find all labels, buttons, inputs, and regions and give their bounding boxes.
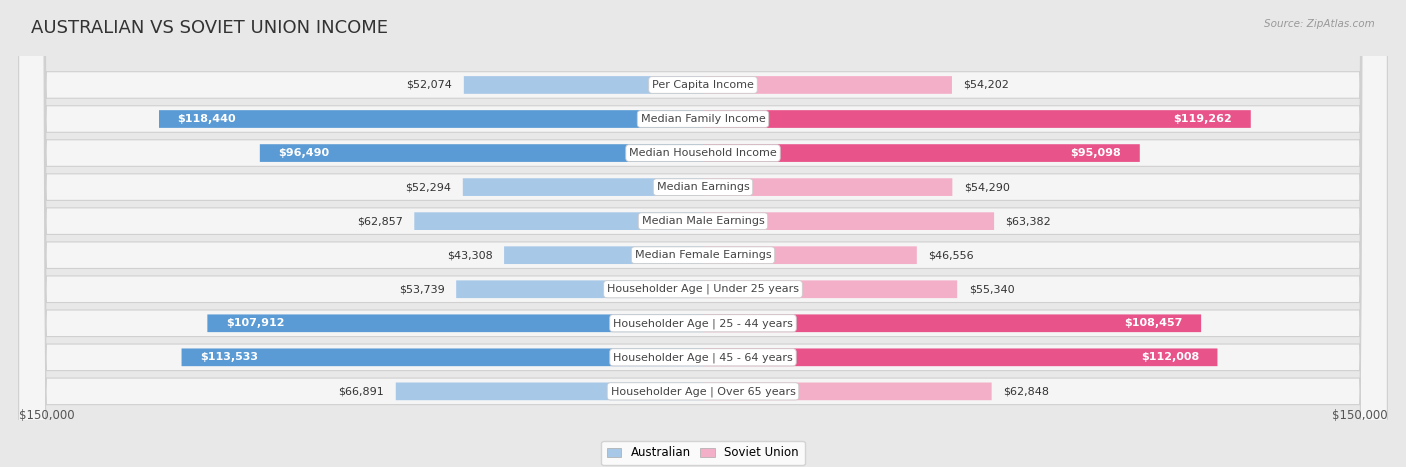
Text: $54,202: $54,202 bbox=[963, 80, 1010, 90]
Text: $62,848: $62,848 bbox=[1002, 386, 1049, 396]
Text: $113,533: $113,533 bbox=[200, 352, 257, 362]
FancyBboxPatch shape bbox=[703, 144, 1140, 162]
Text: $66,891: $66,891 bbox=[339, 386, 384, 396]
FancyBboxPatch shape bbox=[395, 382, 703, 400]
FancyBboxPatch shape bbox=[207, 314, 703, 332]
FancyBboxPatch shape bbox=[18, 0, 1388, 467]
FancyBboxPatch shape bbox=[18, 0, 1388, 467]
Text: Median Female Earnings: Median Female Earnings bbox=[634, 250, 772, 260]
Text: $63,382: $63,382 bbox=[1005, 216, 1052, 226]
FancyBboxPatch shape bbox=[18, 0, 1388, 467]
Text: AUSTRALIAN VS SOVIET UNION INCOME: AUSTRALIAN VS SOVIET UNION INCOME bbox=[31, 19, 388, 37]
Text: $108,457: $108,457 bbox=[1125, 318, 1182, 328]
FancyBboxPatch shape bbox=[159, 110, 703, 128]
Text: Median Family Income: Median Family Income bbox=[641, 114, 765, 124]
FancyBboxPatch shape bbox=[703, 314, 1201, 332]
Text: $118,440: $118,440 bbox=[177, 114, 236, 124]
Text: Householder Age | Under 25 years: Householder Age | Under 25 years bbox=[607, 284, 799, 295]
Text: Householder Age | 25 - 44 years: Householder Age | 25 - 44 years bbox=[613, 318, 793, 328]
FancyBboxPatch shape bbox=[18, 0, 1388, 467]
FancyBboxPatch shape bbox=[703, 348, 1218, 366]
FancyBboxPatch shape bbox=[18, 0, 1388, 467]
Text: $112,008: $112,008 bbox=[1140, 352, 1199, 362]
FancyBboxPatch shape bbox=[415, 212, 703, 230]
Text: Source: ZipAtlas.com: Source: ZipAtlas.com bbox=[1264, 19, 1375, 28]
Text: $43,308: $43,308 bbox=[447, 250, 492, 260]
Text: Median Male Earnings: Median Male Earnings bbox=[641, 216, 765, 226]
Text: $107,912: $107,912 bbox=[226, 318, 284, 328]
Text: $53,739: $53,739 bbox=[399, 284, 444, 294]
Text: $150,000: $150,000 bbox=[18, 410, 75, 422]
Text: $62,857: $62,857 bbox=[357, 216, 404, 226]
Text: Median Household Income: Median Household Income bbox=[628, 148, 778, 158]
Text: $150,000: $150,000 bbox=[1331, 410, 1388, 422]
Text: Householder Age | 45 - 64 years: Householder Age | 45 - 64 years bbox=[613, 352, 793, 362]
FancyBboxPatch shape bbox=[703, 382, 991, 400]
FancyBboxPatch shape bbox=[703, 178, 952, 196]
Legend: Australian, Soviet Union: Australian, Soviet Union bbox=[602, 440, 804, 466]
FancyBboxPatch shape bbox=[18, 0, 1388, 467]
FancyBboxPatch shape bbox=[703, 280, 957, 298]
FancyBboxPatch shape bbox=[703, 246, 917, 264]
FancyBboxPatch shape bbox=[260, 144, 703, 162]
Text: $55,340: $55,340 bbox=[969, 284, 1014, 294]
FancyBboxPatch shape bbox=[703, 110, 1251, 128]
Text: $52,074: $52,074 bbox=[406, 80, 453, 90]
Text: $119,262: $119,262 bbox=[1174, 114, 1233, 124]
FancyBboxPatch shape bbox=[703, 212, 994, 230]
Text: $95,098: $95,098 bbox=[1070, 148, 1122, 158]
FancyBboxPatch shape bbox=[464, 76, 703, 94]
Text: $52,294: $52,294 bbox=[405, 182, 451, 192]
FancyBboxPatch shape bbox=[18, 0, 1388, 467]
FancyBboxPatch shape bbox=[456, 280, 703, 298]
FancyBboxPatch shape bbox=[703, 76, 952, 94]
Text: $54,290: $54,290 bbox=[965, 182, 1010, 192]
Text: $46,556: $46,556 bbox=[928, 250, 974, 260]
FancyBboxPatch shape bbox=[18, 0, 1388, 467]
FancyBboxPatch shape bbox=[18, 0, 1388, 467]
FancyBboxPatch shape bbox=[18, 0, 1388, 467]
FancyBboxPatch shape bbox=[181, 348, 703, 366]
Text: Median Earnings: Median Earnings bbox=[657, 182, 749, 192]
Text: $96,490: $96,490 bbox=[278, 148, 329, 158]
FancyBboxPatch shape bbox=[463, 178, 703, 196]
FancyBboxPatch shape bbox=[505, 246, 703, 264]
Text: Per Capita Income: Per Capita Income bbox=[652, 80, 754, 90]
Text: Householder Age | Over 65 years: Householder Age | Over 65 years bbox=[610, 386, 796, 396]
